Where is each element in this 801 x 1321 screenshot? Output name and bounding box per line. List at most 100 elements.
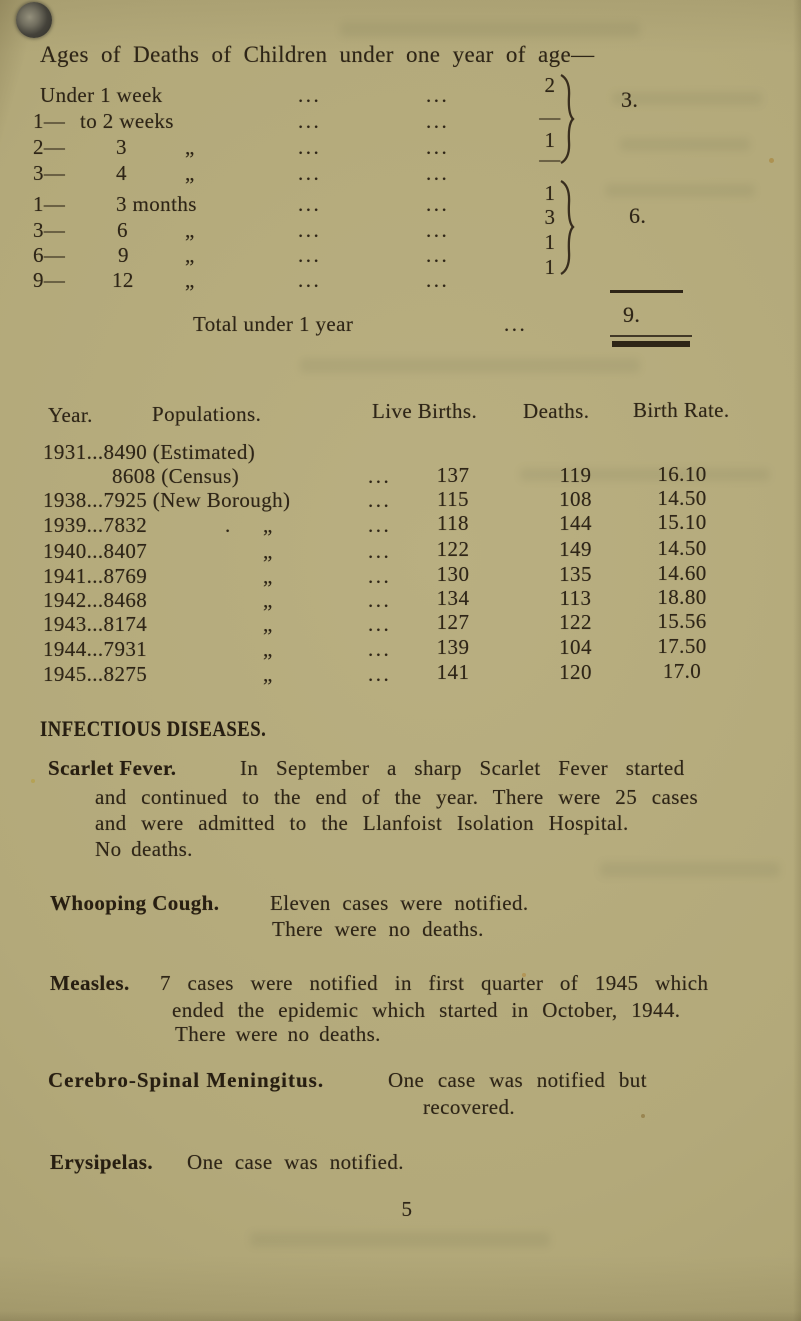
table-row-yearpop: 1944...7931	[43, 637, 148, 661]
group-brace-icon	[560, 179, 575, 276]
live-births-value: 139	[436, 635, 470, 659]
ditto-mark: „	[263, 564, 273, 588]
deaths-value: 113	[559, 586, 592, 610]
total-rule-top	[610, 290, 683, 293]
dot-leader: ...	[426, 135, 450, 159]
paper-stain	[641, 1114, 645, 1118]
ages-row-label: 3 months	[116, 192, 197, 216]
disease-text: recovered.	[423, 1095, 516, 1119]
live-births-value: 127	[436, 610, 470, 634]
disease-text: and continued to the end of the year. Th…	[95, 785, 699, 809]
dot-leader: ...	[368, 662, 392, 686]
page-edge-shadow-right	[793, 0, 801, 1321]
col-header-deaths: Deaths.	[523, 399, 590, 423]
disease-text: 7 cases were notified in first quarter o…	[160, 971, 709, 995]
disease-name-erysipelas: Erysipelas.	[50, 1150, 153, 1174]
birth-rate-value: 17.50	[657, 634, 707, 658]
ages-total-label: Total under 1 year	[193, 312, 354, 336]
dot-leader: ...	[298, 161, 322, 185]
table-row-yearpop: 1943...8174	[43, 612, 148, 636]
dot-leader: ...	[426, 161, 450, 185]
disease-text: One case was notified.	[187, 1150, 404, 1174]
show-through-mark	[340, 22, 640, 37]
stray-mark: .	[225, 513, 231, 537]
live-births-value: 137	[436, 463, 470, 487]
ages-row-label: 3	[116, 135, 127, 159]
table-row-yearpop: 1931...8490 (Estimated)	[43, 440, 256, 464]
live-births-value: 115	[437, 487, 469, 511]
live-births-value: 130	[436, 562, 470, 586]
total-rule-thick	[612, 341, 690, 347]
ages-row-value: —	[539, 147, 561, 171]
ages-row-label: 6	[117, 218, 128, 242]
ditto-mark: „	[263, 513, 273, 537]
dot-leader: ...	[426, 243, 450, 267]
live-births-value: 141	[436, 660, 470, 684]
ditto-mark: „	[185, 218, 195, 242]
ditto-mark: „	[185, 243, 195, 267]
disease-name-measles: Measles.	[50, 971, 130, 995]
dot-leader: ...	[504, 312, 528, 336]
birth-rate-value: 16.10	[657, 462, 707, 486]
ditto-mark: „	[185, 268, 195, 292]
ages-row-value: 2	[544, 73, 556, 97]
group-brace-icon	[560, 73, 575, 165]
col-header-year: Year.	[48, 403, 93, 427]
deaths-value: 108	[559, 487, 592, 511]
deaths-value: 135	[559, 562, 592, 586]
ages-row-value: 1	[544, 255, 556, 279]
group-sum: 3.	[621, 87, 639, 112]
dot-leader: ...	[426, 83, 450, 107]
dot-leader: ...	[368, 539, 392, 563]
ages-row-value: 1	[544, 230, 556, 254]
disease-text: There were no deaths.	[175, 1022, 381, 1046]
deaths-value: 104	[559, 635, 592, 659]
table-row-yearpop: 1945...8275	[43, 662, 148, 686]
ditto-mark: „	[263, 539, 273, 563]
show-through-mark	[605, 184, 755, 197]
page-number: 5	[401, 1197, 413, 1221]
disease-text: and were admitted to the Llanfoist Isola…	[95, 811, 629, 835]
dot-leader: ...	[426, 109, 450, 133]
ages-row-value: 1	[544, 181, 556, 205]
ages-row-value: 1	[544, 128, 556, 152]
punch-hole	[16, 2, 52, 38]
ages-row-label: 3—	[33, 218, 66, 242]
table-row-yearpop: 1942...8468	[43, 588, 148, 612]
ages-row-label: 1—	[33, 192, 66, 216]
dot-leader: ...	[368, 588, 392, 612]
ditto-mark: „	[263, 588, 273, 612]
paper-stain	[522, 973, 526, 977]
disease-text: There were no deaths.	[272, 917, 484, 941]
dot-leader: ...	[298, 83, 322, 107]
disease-name-cerebro-spinal-meningitus: Cerebro-Spinal Meningitus.	[48, 1068, 325, 1092]
show-through-mark	[520, 468, 770, 481]
ages-row-value: —	[539, 105, 561, 129]
disease-text: No deaths.	[95, 837, 193, 861]
birth-rate-value: 15.56	[657, 609, 707, 633]
ages-row-value: 3	[544, 205, 556, 229]
show-through-mark	[300, 358, 640, 373]
ages-row-label: 4	[116, 161, 127, 185]
dot-leader: ...	[368, 612, 392, 636]
birth-rate-value: 17.0	[662, 659, 702, 683]
deaths-value: 122	[559, 610, 592, 634]
deaths-value: 144	[559, 511, 592, 535]
show-through-mark	[612, 92, 762, 105]
ages-row-label: Under 1 week	[40, 83, 163, 107]
show-through-mark	[620, 138, 750, 151]
dot-leader: ...	[426, 268, 450, 292]
dot-leader: ...	[368, 637, 392, 661]
deaths-value: 120	[559, 660, 592, 684]
live-births-value: 118	[437, 511, 469, 535]
birth-rate-value: 14.50	[657, 486, 707, 510]
dot-leader: ...	[298, 218, 322, 242]
table-row-yearpop: 1938...7925 (New Borough)	[43, 488, 291, 512]
disease-name-scarlet-fever: Scarlet Fever.	[48, 756, 177, 780]
infectious-diseases-heading: INFECTIOUS DISEASES.	[40, 716, 267, 741]
col-header-birth-rate: Birth Rate.	[633, 398, 730, 422]
show-through-mark	[250, 1232, 550, 1247]
dot-leader: ...	[298, 243, 322, 267]
col-header-live-births: Live Births.	[372, 399, 478, 423]
